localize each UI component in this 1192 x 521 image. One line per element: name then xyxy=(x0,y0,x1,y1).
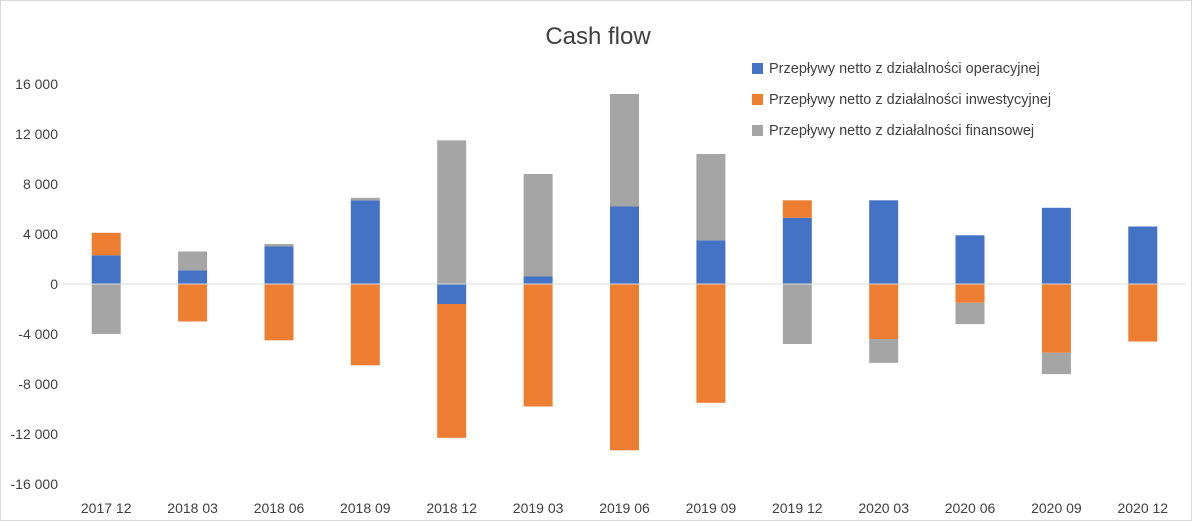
legend: Przepływy netto z działalności operacyjn… xyxy=(752,61,1051,139)
bar-series-2 xyxy=(869,284,899,339)
bar-group xyxy=(350,197,380,366)
x-tick-label: 2020 12 xyxy=(1117,500,1168,516)
bar-group xyxy=(178,251,208,322)
y-tick-label: 0 xyxy=(50,276,58,292)
bar-series-2 xyxy=(91,232,121,256)
bar-group xyxy=(264,244,294,341)
bar-series-2 xyxy=(264,284,294,341)
y-tick-label: 4 000 xyxy=(23,226,58,242)
bar-series-1 xyxy=(1041,207,1071,285)
x-tick-label: 2020 03 xyxy=(858,500,909,516)
legend-label: Przepływy netto z działalności finansowe… xyxy=(769,123,1034,139)
bar-series-1 xyxy=(955,235,985,285)
legend-swatch xyxy=(752,63,763,74)
bar-series-1 xyxy=(1128,226,1158,284)
bar-series-3 xyxy=(523,174,553,277)
y-tick-label: -4 000 xyxy=(18,326,58,342)
bar-series-2 xyxy=(350,284,380,366)
bar-series-2 xyxy=(782,200,812,218)
y-tick-label: -12 000 xyxy=(11,426,59,442)
y-axis-ticks: 16 000 12 000 8 000 4 000 0 -4 000 -8 000 -12 0… xyxy=(11,76,59,492)
bar-series-1 xyxy=(437,284,467,304)
bar-series-3 xyxy=(696,154,726,241)
x-tick-label: 2018 06 xyxy=(254,500,305,516)
y-tick-label: 8 000 xyxy=(23,176,58,192)
bar-series-3 xyxy=(437,140,467,285)
bar-series-3 xyxy=(869,339,899,363)
bar-group xyxy=(91,232,121,334)
x-tick-label: 2018 09 xyxy=(340,500,391,516)
bar-series-1 xyxy=(91,255,121,285)
bar-series-3 xyxy=(1041,352,1071,375)
bar-series-1 xyxy=(178,270,208,285)
bar-group xyxy=(437,140,467,438)
bar-series-2 xyxy=(523,284,553,407)
bar-series-2 xyxy=(610,284,639,451)
bar-series-3 xyxy=(782,284,812,344)
bar-group xyxy=(696,154,726,403)
x-axis-ticks: 2017 12 2018 03 2018 06 2018 09 2018 12 2019 … xyxy=(81,500,1168,516)
bar-series-2 xyxy=(1041,284,1071,353)
bar-group xyxy=(523,174,553,407)
bar-series-2 xyxy=(437,304,467,438)
bar-series-3 xyxy=(178,251,208,271)
y-tick-label: -8 000 xyxy=(18,376,58,392)
bar-series-1 xyxy=(350,200,380,285)
x-tick-label: 2019 09 xyxy=(686,500,737,516)
legend-swatch xyxy=(752,125,763,136)
bar-series-2 xyxy=(178,284,208,322)
legend-label: Przepływy netto z działalności operacyjn… xyxy=(769,61,1040,77)
x-tick-label: 2019 06 xyxy=(599,500,650,516)
legend-swatch xyxy=(752,94,763,105)
bar-group xyxy=(1041,207,1071,375)
x-tick-label: 2020 06 xyxy=(945,500,996,516)
bar-series-1 xyxy=(782,217,812,285)
bar-series-3 xyxy=(264,244,294,247)
x-tick-label: 2018 03 xyxy=(167,500,218,516)
y-tick-label: 16 000 xyxy=(15,76,58,92)
bar-series-1 xyxy=(523,276,553,284)
bar-series-2 xyxy=(1128,284,1158,342)
bars-group xyxy=(91,94,1158,451)
bar-group xyxy=(1128,226,1158,342)
bar-group xyxy=(782,200,812,344)
bar-series-3 xyxy=(91,284,121,334)
bar-series-1 xyxy=(869,200,899,285)
bar-series-3 xyxy=(350,197,380,201)
x-tick-label: 2019 12 xyxy=(772,500,823,516)
y-tick-label: 12 000 xyxy=(15,126,58,142)
bar-series-3 xyxy=(955,302,985,325)
bar-series-3 xyxy=(610,94,639,207)
bar-group xyxy=(955,235,985,325)
chart-title: Cash flow xyxy=(545,23,651,50)
bar-series-1 xyxy=(264,246,294,284)
legend-label: Przepływy netto z działalności inwestycy… xyxy=(769,92,1051,108)
bar-series-2 xyxy=(696,284,726,403)
x-tick-label: 2018 12 xyxy=(426,500,477,516)
x-tick-label: 2019 03 xyxy=(513,500,564,516)
x-tick-label: 2017 12 xyxy=(81,500,132,516)
bar-series-1 xyxy=(610,206,639,284)
x-tick-label: 2020 09 xyxy=(1031,500,1082,516)
bar-series-1 xyxy=(696,240,726,285)
bar-group xyxy=(610,94,639,451)
bar-series-2 xyxy=(955,284,985,303)
bar-group xyxy=(869,200,899,363)
y-tick-label: -16 000 xyxy=(11,476,59,492)
